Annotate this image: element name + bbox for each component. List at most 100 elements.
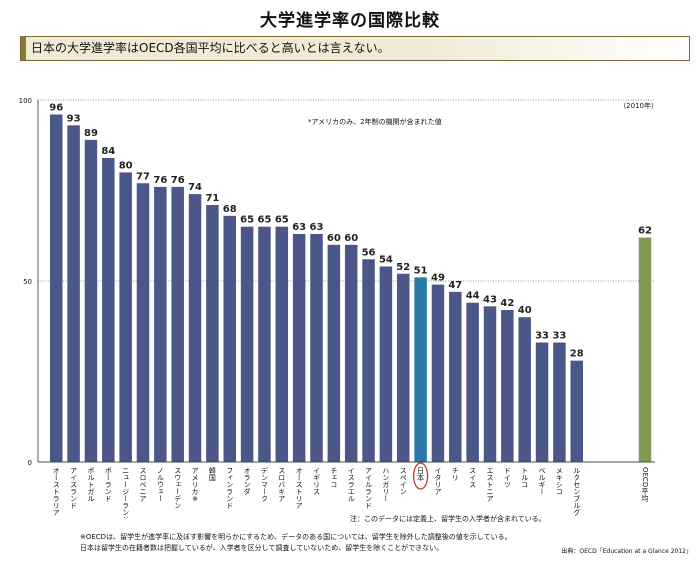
bar — [154, 186, 167, 462]
bar — [362, 259, 375, 462]
data-label: 42 — [500, 298, 514, 309]
data-label: 71 — [205, 193, 219, 204]
category-label: ポーランド — [104, 467, 112, 502]
footnote-1: ※OECDは、留学生が進学率に及ぼす影響を明らかにするため、データのある国につい… — [80, 533, 512, 541]
category-label: イギリス — [313, 467, 321, 495]
subtitle: 日本の大学進学率はOECD各国平均に比べると高いとは言えない。 — [20, 36, 690, 61]
bar-chart: 0 50 100 96 オーストラリア 93 アイスランド 89 ポルトガル 84 ポーランド 80 ニ… — [19, 97, 655, 518]
data-label: 56 — [362, 247, 376, 258]
category-label: オーストラリア — [52, 467, 60, 516]
bar — [188, 194, 202, 462]
category-label: イスラエル — [347, 467, 355, 502]
data-label: 52 — [396, 262, 410, 273]
category-label: ベルギー — [538, 467, 546, 495]
chart-title: 大学進学率の国際比較 — [260, 11, 440, 31]
year-note: （2010年） — [619, 102, 658, 110]
category-label: アイルランド — [365, 467, 373, 509]
category-label: ドイツ — [503, 467, 511, 488]
category-label: エストニア — [486, 467, 494, 502]
bar — [431, 284, 445, 462]
bar — [449, 291, 462, 462]
bar — [171, 186, 184, 462]
bar — [292, 233, 306, 462]
bar — [310, 233, 323, 462]
category-label: ノルウェー — [156, 467, 164, 502]
bar — [206, 204, 219, 462]
category-label: スロベニア — [139, 467, 147, 502]
category-label: オーストリア — [295, 467, 303, 509]
bar — [483, 306, 497, 462]
bar — [102, 157, 115, 463]
data-label: 62 — [638, 226, 652, 237]
data-note: 注：このデータには定義上、留学生の入学者が含まれている。 — [350, 515, 546, 523]
category-label: イタリア — [434, 467, 442, 495]
category-label: トルコ — [521, 467, 529, 488]
bar — [258, 226, 271, 462]
category-label: チリ — [451, 467, 459, 481]
data-label: 68 — [223, 204, 237, 215]
data-label: 47 — [448, 280, 462, 291]
bar — [119, 172, 132, 462]
category-label: ニュージーランド — [122, 467, 130, 518]
category-label: 韓国 — [208, 466, 216, 482]
y-tick-label: 100 — [19, 97, 32, 105]
data-label: 80 — [119, 160, 133, 171]
bar — [50, 114, 63, 463]
source-note: 出典：OECD「Education at a Glance 2012」 — [561, 548, 692, 555]
data-label: 65 — [257, 215, 271, 226]
data-label: 65 — [240, 215, 254, 226]
bar — [570, 360, 583, 462]
category-label: ポルトガル — [87, 467, 95, 502]
category-label: アメリカ※ — [191, 467, 199, 503]
category-label: チェコ — [330, 467, 338, 488]
category-label: ハンガリー — [382, 467, 390, 502]
bar — [67, 125, 80, 462]
data-label: 76 — [153, 175, 167, 186]
bar — [638, 237, 652, 462]
bar — [414, 277, 427, 462]
bar — [379, 266, 393, 462]
data-label: 89 — [84, 128, 98, 139]
category-label: スイス — [469, 467, 477, 488]
data-label: 44 — [466, 291, 480, 302]
bar — [397, 273, 410, 462]
usa-note: *アメリカのみ、2年制の機関が含まれた値 — [308, 118, 442, 126]
bar — [136, 183, 150, 462]
data-label: 96 — [49, 102, 63, 113]
data-label: 54 — [379, 255, 393, 266]
y-tick-label: 0 — [28, 459, 32, 467]
bar — [223, 215, 236, 462]
category-label: 日本 — [417, 467, 425, 482]
category-label: スロバキア — [278, 467, 286, 502]
y-tick-label: 50 — [23, 278, 32, 286]
data-label: 40 — [518, 305, 532, 316]
bar — [84, 139, 98, 462]
data-label: 77 — [136, 171, 150, 182]
category-label: スウェーデン — [174, 467, 182, 509]
data-label: 65 — [275, 215, 289, 226]
category-label: フィンランド — [226, 467, 234, 509]
category-label: メキシコ — [555, 467, 563, 495]
data-label: 63 — [310, 222, 324, 233]
data-label: 49 — [431, 273, 445, 284]
category-label: アイスランド — [70, 467, 78, 509]
data-label: 33 — [535, 331, 549, 342]
data-label: 51 — [414, 265, 428, 276]
data-label: 43 — [483, 294, 497, 305]
data-label: 60 — [327, 233, 341, 244]
highlight-circle — [412, 462, 429, 490]
bar — [466, 302, 479, 462]
bar — [553, 342, 566, 462]
data-label: 60 — [344, 233, 358, 244]
footnote-2: 日本は留学生の在籍者数は把握しているが、入学者を区分して調査していないため、留学… — [80, 544, 444, 552]
data-label: 28 — [570, 349, 584, 360]
data-label: 84 — [101, 146, 115, 157]
data-label: 93 — [67, 113, 81, 124]
bar — [275, 226, 289, 462]
category-label: デンマーク — [260, 466, 268, 502]
bar — [240, 226, 254, 462]
bar — [501, 309, 514, 462]
bar — [344, 244, 358, 462]
bar — [327, 244, 341, 462]
data-label: 33 — [552, 331, 566, 342]
